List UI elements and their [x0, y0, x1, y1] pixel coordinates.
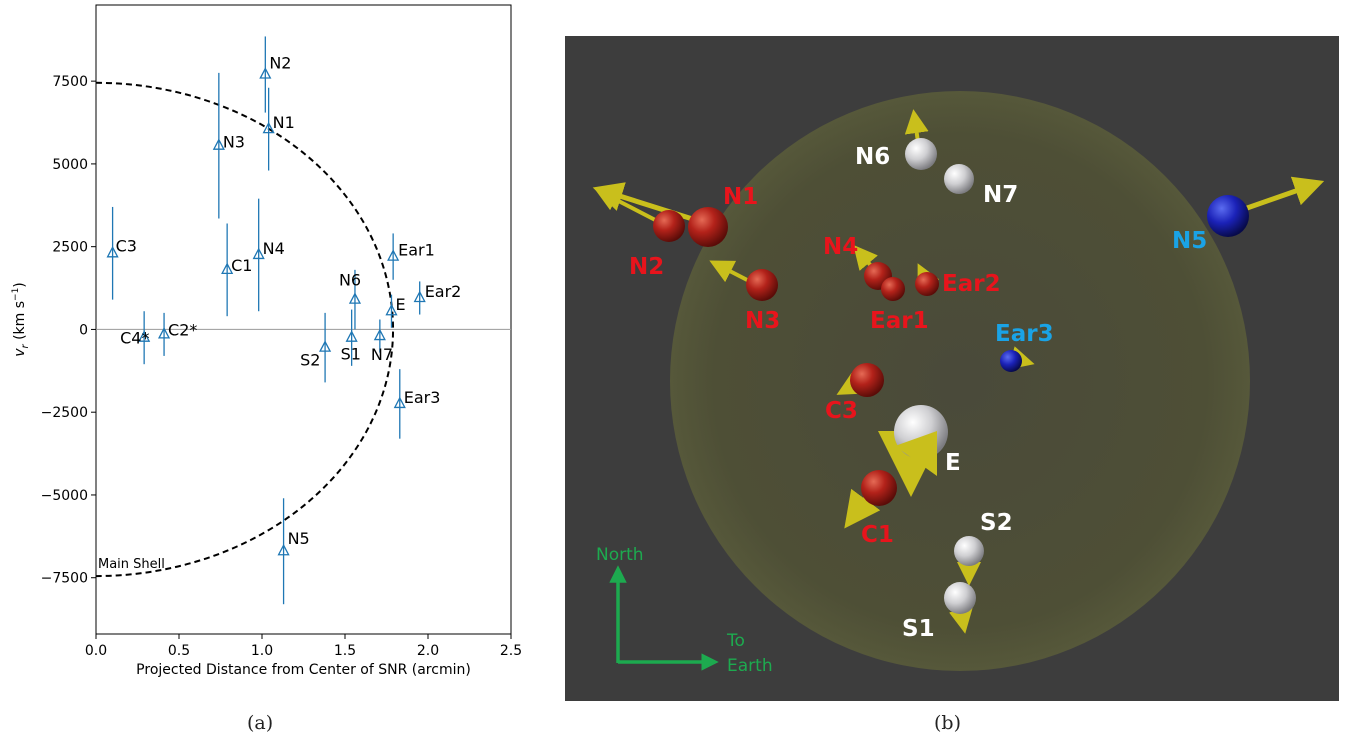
main-shell-sphere	[670, 91, 1250, 671]
knot-3d-render-panel: N1 N2 N3 N4 Ear1 Ear2 C3 C1 N6 N7 E S2 S…	[565, 36, 1339, 701]
y-tick-label: 7500	[52, 74, 88, 90]
legend-north: North	[596, 545, 644, 565]
label-c3: C3	[825, 398, 858, 424]
y-tick-label: 0	[79, 322, 88, 338]
label-n5: N5	[1172, 228, 1207, 254]
velocity-scatter-chart: Main Shell 0.0 0.5 1.0 1.5 2.0 2.5 −7500 −5000 −2…	[11, 4, 522, 678]
point-label: S2	[300, 351, 320, 370]
sphere-ear1	[881, 277, 905, 301]
label-s1: S1	[902, 616, 935, 642]
point-label: C1	[231, 256, 252, 275]
panel-b-caption: (b)	[934, 712, 961, 734]
y-tick-label: 2500	[52, 240, 88, 256]
point-label: N2	[269, 54, 291, 73]
point-n3	[212, 138, 225, 150]
sphere-s1	[944, 582, 976, 614]
point-label: N5	[288, 529, 310, 548]
sphere-n3	[746, 269, 778, 301]
point-n7	[373, 328, 386, 341]
panel-a-caption: (a)	[247, 712, 274, 734]
point-label: N3	[223, 133, 245, 152]
label-n7: N7	[983, 182, 1018, 208]
x-tick-label: 0.0	[85, 643, 107, 659]
point-c1	[221, 262, 234, 274]
point-label: E	[395, 295, 405, 314]
point-n6	[348, 292, 362, 304]
x-axis-label: Projected Distance from Center of SNR (a…	[136, 662, 471, 678]
cone-e	[895, 431, 937, 476]
label-ear2: Ear2	[942, 271, 1001, 297]
y-tick-label: −5000	[41, 488, 88, 504]
y-tick-label: −7500	[41, 571, 88, 587]
x-tick-label: 1.5	[334, 643, 356, 659]
arrow-n2	[594, 188, 664, 226]
point-label: N4	[263, 239, 285, 258]
sphere-ear3	[1000, 350, 1022, 372]
velocity-cones	[895, 431, 937, 476]
sphere-c3	[850, 363, 884, 397]
label-e: E	[945, 450, 961, 476]
plot-frame	[95, 4, 512, 635]
y-axis-label: vr (km s−1)	[11, 282, 31, 357]
orientation-legend: North To Earth	[596, 545, 773, 676]
label-n6: N6	[855, 144, 890, 170]
main-shell-label: Main Shell	[98, 557, 165, 572]
sphere-n2	[653, 210, 685, 242]
point-c4-star	[138, 330, 151, 342]
point-e	[385, 303, 398, 316]
point-label: Ear2	[425, 282, 462, 301]
arrow-n1	[592, 182, 703, 225]
x-tick-label: 2.0	[417, 643, 439, 659]
label-ear3: Ear3	[995, 321, 1054, 347]
sphere-ear2	[915, 272, 939, 296]
main-shell-curve	[95, 81, 395, 578]
knot-3d-scene: N1 N2 N3 N4 Ear1 Ear2 C3 C1 N6 N7 E S2 S…	[592, 91, 1325, 676]
x-tick-label: 0.5	[168, 643, 190, 659]
point-label: Ear1	[398, 241, 435, 260]
point-label: Ear3	[404, 388, 441, 407]
x-tick-label: 2.5	[500, 643, 522, 659]
y-tick-label: −2500	[41, 405, 88, 421]
label-n2: N2	[629, 254, 664, 280]
point-label: C2*	[168, 320, 197, 339]
point-label: S1	[341, 345, 361, 364]
point-ear1	[387, 249, 400, 261]
label-ear1: Ear1	[870, 308, 929, 334]
point-ear3	[393, 396, 406, 409]
sphere-n5	[1207, 195, 1249, 237]
label-c1: C1	[861, 522, 894, 548]
y-tick-label: 5000	[52, 157, 88, 173]
knot-labels: N1 N2 N3 N4 Ear1 Ear2 C3 C1 N6 N7 E S2 S…	[629, 144, 1207, 642]
point-label: N6	[339, 271, 361, 290]
sphere-s2	[954, 536, 984, 566]
legend-earth: Earth	[727, 656, 773, 676]
legend-to: To	[726, 631, 745, 651]
point-n1	[262, 121, 275, 134]
point-n4	[252, 247, 265, 260]
point-c3	[106, 245, 119, 258]
sphere-c1	[861, 470, 897, 506]
x-tick-label: 1.0	[251, 643, 273, 659]
label-n4: N4	[823, 234, 858, 260]
label-s2: S2	[980, 510, 1013, 536]
sphere-n1	[688, 207, 728, 247]
point-label: N7	[371, 345, 393, 364]
point-label: C4*	[120, 329, 149, 348]
point-s2	[319, 340, 332, 352]
sphere-n6	[905, 138, 937, 170]
sphere-n7	[944, 164, 974, 194]
point-s1	[345, 330, 358, 342]
point-label: C3	[116, 236, 137, 255]
point-n2	[259, 67, 272, 79]
label-n1: N1	[723, 184, 758, 210]
label-n3: N3	[745, 308, 780, 334]
knot-spheres	[653, 138, 1249, 614]
point-label: N1	[273, 113, 295, 132]
point-n5	[277, 543, 290, 556]
point-c2-star	[157, 327, 171, 339]
point-ear2	[413, 290, 426, 303]
